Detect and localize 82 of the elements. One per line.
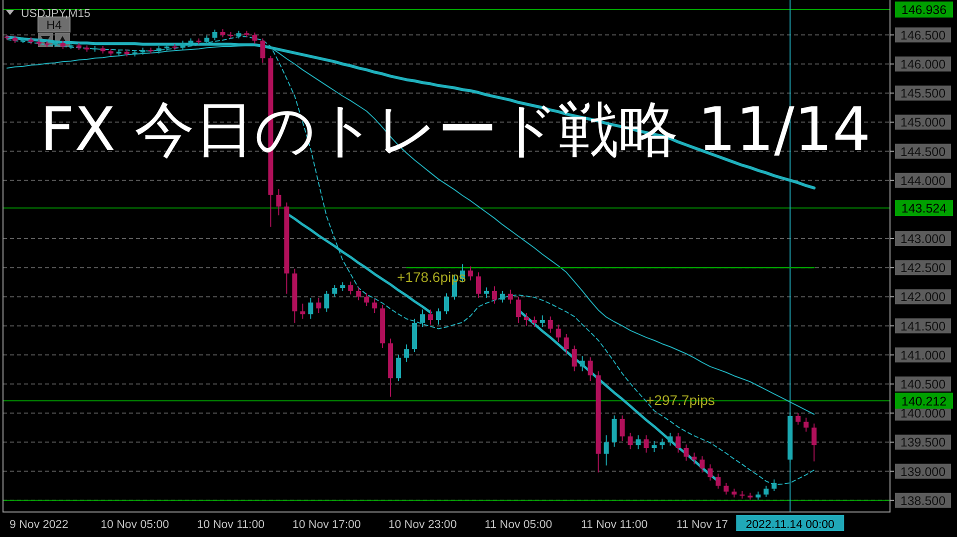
y-tick-label: 143.000	[900, 232, 946, 246]
x-tick-label: 10 Nov 17:00	[292, 519, 361, 531]
ref-line-label: 143.524	[901, 202, 947, 216]
y-tick-label: 146.000	[900, 58, 946, 72]
candlestick	[348, 281, 354, 295]
candlestick	[324, 290, 330, 312]
candlestick	[500, 290, 505, 304]
x-tick-label: 10 Nov 05:00	[100, 519, 170, 531]
candlestick	[532, 316, 537, 328]
candlestick	[252, 32, 258, 44]
candlestick	[508, 289, 513, 304]
candlestick	[796, 412, 801, 426]
candlestick	[692, 452, 697, 465]
candlestick	[524, 312, 529, 326]
y-tick-label: 144.500	[900, 144, 946, 159]
candlestick	[476, 272, 481, 298]
candlestick	[812, 423, 817, 462]
annotation: H4	[46, 18, 62, 32]
candlestick	[684, 444, 689, 462]
candlestick	[492, 286, 497, 304]
x-tick-label: 10 Nov 11:00	[196, 519, 265, 531]
y-tick-label: 145.500	[900, 86, 946, 101]
x-tick-label: 11 Nov 17	[676, 519, 728, 531]
x-tick-label: 9 Nov 2022	[10, 519, 68, 531]
candlestick	[428, 309, 434, 326]
ref-line-label: 140.212	[901, 394, 947, 408]
y-tick-label: 138.500	[900, 494, 946, 508]
ref-line-label: 146.936	[901, 3, 947, 18]
candlestick	[804, 417, 809, 432]
text: USDJPY,M15	[21, 8, 90, 20]
candlestick	[484, 286, 489, 298]
candlestick	[628, 432, 633, 450]
candlestick	[612, 414, 617, 448]
candlestick	[468, 266, 473, 281]
candlestick	[364, 292, 370, 307]
candlestick	[276, 188, 282, 216]
x-tick-label: 2022.11.14 00:00	[746, 519, 834, 531]
candlestick	[356, 286, 362, 301]
candlestick	[588, 356, 593, 382]
candlestick	[556, 324, 561, 343]
candlestick	[572, 345, 577, 372]
candlestick	[764, 485, 769, 498]
y-tick-label: 140.500	[900, 378, 946, 392]
y-tick-label: 139.000	[900, 464, 946, 479]
candlestick	[620, 414, 625, 442]
candlestick	[308, 297, 314, 320]
candlestick	[660, 438, 665, 450]
y-tick-label: 141.500	[900, 319, 946, 334]
candlestick	[396, 354, 402, 382]
candlestick	[668, 432, 673, 446]
y-tick-label: 139.500	[900, 436, 946, 450]
y-tick-label: 142.500	[900, 261, 946, 276]
candlestick	[564, 333, 569, 354]
y-tick-label: 146.500	[900, 28, 946, 42]
candlestick	[516, 296, 521, 324]
y-tick-label: 144.000	[900, 174, 946, 188]
candlestick	[436, 308, 442, 326]
y-tick-label: 142.000	[900, 290, 946, 304]
y-tick-label: 141.000	[900, 348, 946, 362]
candlestick	[580, 356, 585, 372]
candlestick	[644, 434, 649, 454]
candlestick	[676, 432, 681, 454]
x-tick-label: 11 Nov 11:00	[580, 519, 648, 531]
candlestick	[540, 314, 545, 328]
candlestick	[548, 316, 553, 334]
candlestick	[444, 292, 449, 315]
candlestick	[708, 464, 713, 482]
y-tick-label: 145.000	[900, 116, 946, 130]
candlestick	[404, 344, 410, 362]
candlestick	[372, 298, 378, 314]
candlestick	[260, 38, 266, 64]
candlestick	[332, 284, 338, 298]
candlestick	[700, 456, 705, 473]
candlestick	[716, 473, 721, 490]
candlestick	[604, 434, 609, 466]
candlestick	[316, 297, 322, 314]
y-tick-label: 140.000	[900, 406, 946, 421]
candlestick	[636, 434, 641, 450]
x-tick-label: 10 Nov 23:00	[388, 519, 457, 531]
candlestick	[724, 482, 729, 496]
x-tick-label: 11 Nov 05:00	[484, 519, 552, 531]
candlestick	[652, 440, 657, 453]
